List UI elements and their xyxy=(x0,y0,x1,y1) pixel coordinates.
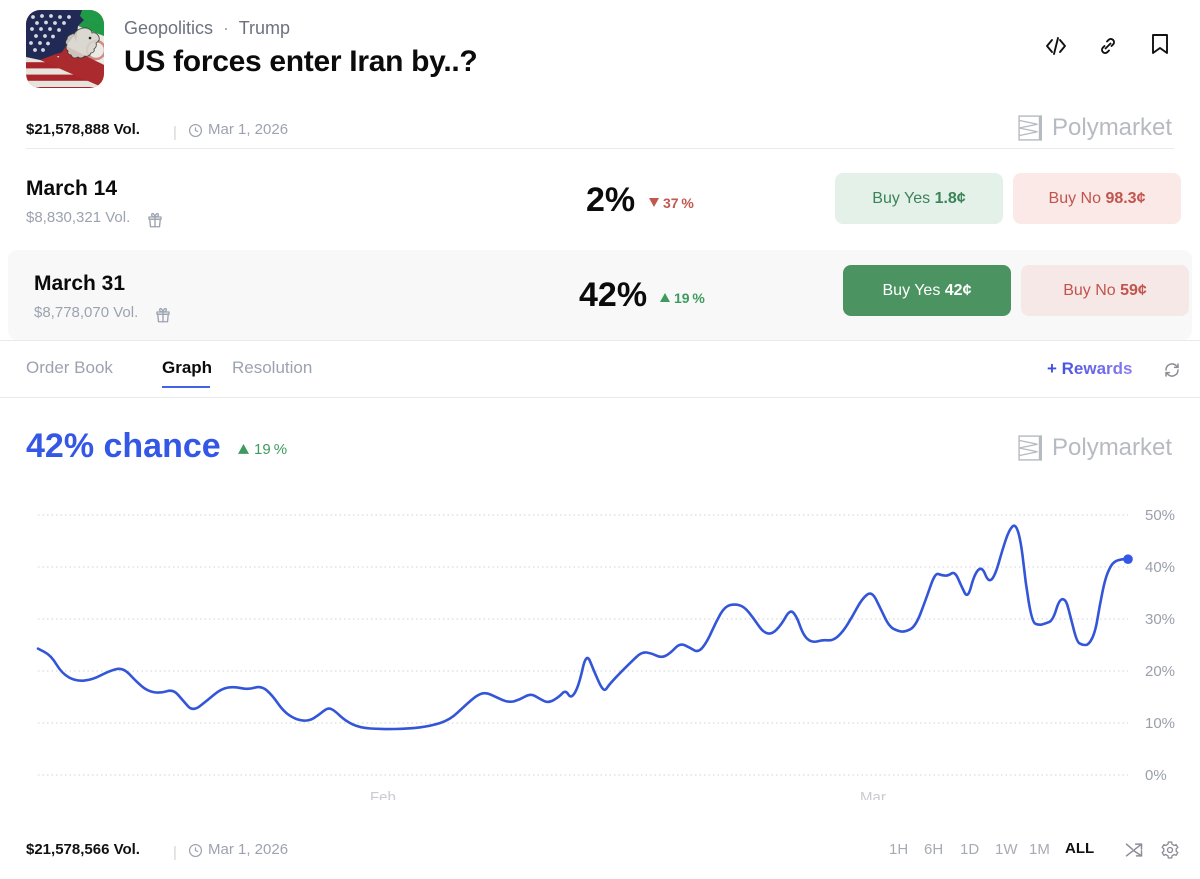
svg-text:10%: 10% xyxy=(1145,715,1175,732)
svg-text:40%: 40% xyxy=(1145,559,1175,576)
svg-text:0%: 0% xyxy=(1145,767,1167,784)
svg-text:20%: 20% xyxy=(1145,663,1175,680)
svg-text:Mar: Mar xyxy=(860,789,886,800)
svg-text:50%: 50% xyxy=(1145,507,1175,524)
svg-text:30%: 30% xyxy=(1145,611,1175,628)
svg-text:Feb: Feb xyxy=(370,789,396,800)
